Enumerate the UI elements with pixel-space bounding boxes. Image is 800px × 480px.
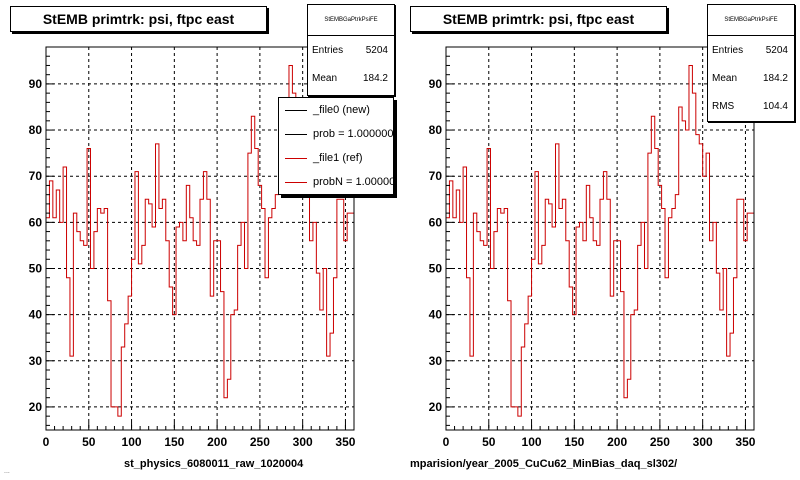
right-plot-title: StEMB primtrk: psi, ftpc east xyxy=(410,6,667,32)
legend-label-file1: _file1 (ref) xyxy=(313,152,363,164)
left-stats-entries-value: 5204 xyxy=(365,44,388,56)
right-x-axis-label: mparision/year_2005_CuCu62_MinBias_daq_s… xyxy=(410,458,678,470)
right-series-0-line xyxy=(446,64,754,417)
left-stats-mean-label: Mean xyxy=(312,72,338,84)
legend-entry-probn: probN = 1.000000 xyxy=(279,170,393,194)
left-x-tick-label-250: 250 xyxy=(250,435,270,449)
left-stats-title: StEMBGaPtrkPsiFE xyxy=(308,5,394,36)
right-x-tick-label-250: 250 xyxy=(650,435,670,449)
legend-entry-file1: _file1 (ref) xyxy=(279,146,393,170)
right-stats-title: StEMBGaPtrkPsiFE xyxy=(708,5,794,36)
right-stats-rms-row: RMS 104.4 xyxy=(708,92,794,120)
left-x-tick-label-350: 350 xyxy=(335,435,355,449)
right-stats-entries-label: Entries xyxy=(712,44,744,56)
left-x-tick-label-100: 100 xyxy=(122,435,142,449)
right-x-tick-label-300: 300 xyxy=(693,435,713,449)
legend-label-file0: _file0 (new) xyxy=(313,104,370,116)
right-histogram-plot: 0 50 100 150 200 250 300 350 20 30 40 50 60 70 80 90 xyxy=(429,46,756,449)
legend-label-probn: probN = 1.000000 xyxy=(313,176,394,188)
left-y-tick-label-60: 60 xyxy=(29,215,43,229)
right-plot-pad: 0 50 100 150 200 250 300 350 20 30 40 50 60 70 80 90 St… xyxy=(400,0,800,480)
left-x-tick-label-200: 200 xyxy=(207,435,227,449)
left-plot-pad: 0 50 100 150 200 250 300 350 20 30 40 50 60 70 80 90 St… xyxy=(10,4,395,470)
left-y-tick-label-40: 40 xyxy=(29,308,43,322)
right-stats-entries-row: Entries 5204 xyxy=(708,36,794,64)
right-stats-mean-label: Mean xyxy=(712,72,738,84)
right-x-tick-label-150: 150 xyxy=(564,435,584,449)
legend-swatch-prob xyxy=(285,133,307,135)
left-stats-mean-value: 184.2 xyxy=(362,72,388,84)
right-stats-rms-label: RMS xyxy=(712,100,735,112)
left-plot-title: StEMB primtrk: psi, ftpc east xyxy=(10,6,267,32)
right-y-tick-label-60: 60 xyxy=(429,215,443,229)
legend-entry-prob: prob = 1.000000 xyxy=(279,122,393,146)
legend-label-prob: prob = 1.000000 xyxy=(313,128,394,140)
left-stats-entries-row: Entries 5204 xyxy=(308,36,394,64)
right-x-tick-label-0: 0 xyxy=(443,435,450,449)
left-y-tick-label-80: 80 xyxy=(29,123,43,137)
left-legend: _file0 (new) prob = 1.000000 _file1 (ref… xyxy=(278,97,394,195)
left-histogram-plot: 0 50 100 150 200 250 300 350 20 30 40 50 60 70 80 90 xyxy=(29,46,356,449)
legend-swatch-file0 xyxy=(285,109,307,111)
left-x-axis-label: st_physics_6080011_raw_1020004 xyxy=(124,458,304,470)
right-stats-box: StEMBGaPtrkPsiFE Entries 5204 Mean 184.2… xyxy=(707,4,795,122)
left-x-tick-label-150: 150 xyxy=(164,435,184,449)
right-x-tick-label-100: 100 xyxy=(522,435,542,449)
right-x-tick-label-200: 200 xyxy=(607,435,627,449)
left-y-tick-label-70: 70 xyxy=(29,169,43,183)
left-y-tick-label-50: 50 xyxy=(29,261,43,275)
left-y-tick-label-90: 90 xyxy=(29,77,43,91)
legend-swatch-file1 xyxy=(285,157,307,159)
legend-entry-file0: _file0 (new) xyxy=(279,98,393,122)
right-y-tick-label-70: 70 xyxy=(429,169,443,183)
footer-text: ... xyxy=(4,468,10,475)
left-x-tick-label-0: 0 xyxy=(43,435,50,449)
right-y-tick-label-20: 20 xyxy=(429,400,443,414)
left-stats-mean-row: Mean 184.2 xyxy=(308,64,394,92)
right-y-tick-label-50: 50 xyxy=(429,261,443,275)
legend-swatch-probn xyxy=(285,181,307,183)
right-x-tick-label-350: 350 xyxy=(735,435,755,449)
right-y-tick-label-40: 40 xyxy=(429,308,443,322)
left-y-tick-label-30: 30 xyxy=(29,354,43,368)
right-stats-rms-value: 104.4 xyxy=(762,100,788,112)
left-y-tick-label-20: 20 xyxy=(29,400,43,414)
right-stats-entries-value: 5204 xyxy=(765,44,788,56)
left-stats-box: StEMBGaPtrkPsiFE Entries 5204 Mean 184.2 xyxy=(307,4,395,96)
right-x-tick-label-50: 50 xyxy=(482,435,496,449)
left-x-tick-label-300: 300 xyxy=(293,435,313,449)
right-y-tick-label-30: 30 xyxy=(429,354,443,368)
left-stats-entries-label: Entries xyxy=(312,44,344,56)
right-y-tick-label-90: 90 xyxy=(429,77,443,91)
right-y-tick-label-80: 80 xyxy=(429,123,443,137)
left-x-tick-label-50: 50 xyxy=(82,435,96,449)
right-stats-mean-value: 184.2 xyxy=(762,72,788,84)
right-stats-mean-row: Mean 184.2 xyxy=(708,64,794,92)
